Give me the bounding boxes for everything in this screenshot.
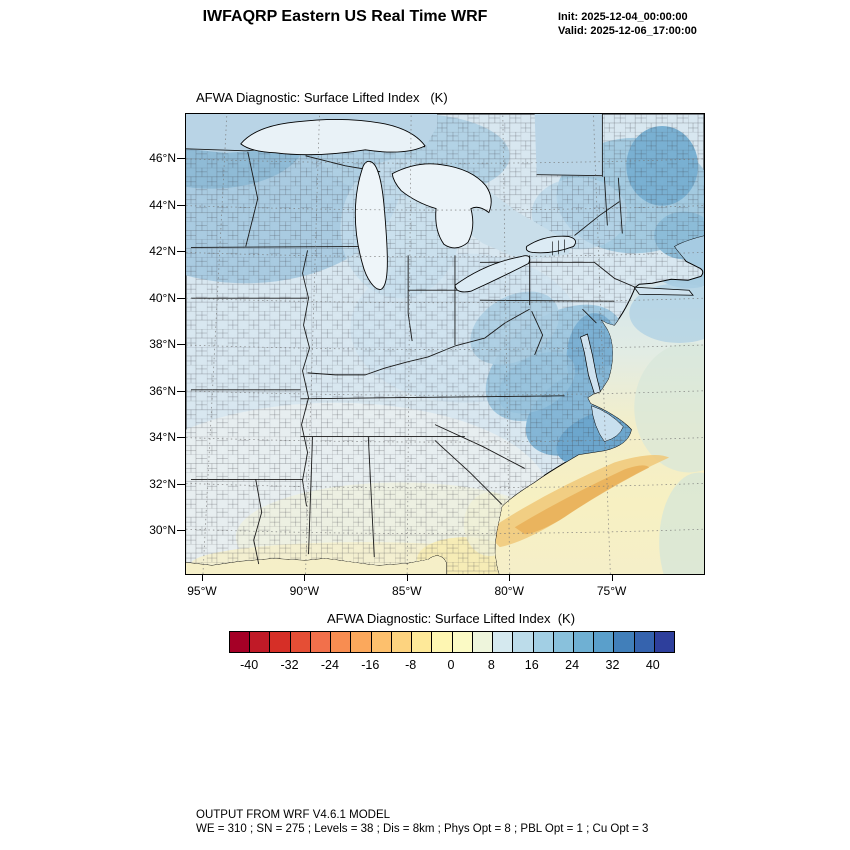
run-info: Init: 2025-12-04_00:00:00 Valid: 2025-12… [558, 10, 728, 38]
lat-tick-mark [177, 251, 185, 252]
colorbar-cell [249, 632, 270, 652]
colorbar-cell [593, 632, 614, 652]
lat-tick-mark [177, 483, 185, 485]
colorbar-cell [492, 632, 513, 652]
colorbar-cell [330, 632, 351, 652]
great-lakes [240, 118, 624, 442]
lat-tick-label: 38°N [149, 337, 176, 351]
colorbar-tick-label: -24 [320, 658, 339, 672]
lon-tick-label: 75°W [596, 584, 627, 598]
colorbar-tick-label: -32 [280, 658, 299, 672]
finger-lakes [552, 239, 565, 256]
lat-tick-mark [177, 344, 185, 345]
colorbar-title: AFWA Diagnostic: Surface Lifted Index (K… [326, 611, 576, 626]
lon-tick-mark [509, 575, 511, 581]
lon-tick-mark [611, 575, 613, 581]
colorbar-cell [370, 632, 391, 652]
plot-title: AFWA Diagnostic: Surface Lifted Index (K… [196, 90, 448, 105]
pamlico-sound [591, 405, 624, 442]
colorbar-cell [451, 632, 472, 652]
lon-tick-label: 80°W [494, 584, 524, 598]
lat-tick-label: 42°N [149, 244, 176, 258]
lon-tick-mark [406, 575, 408, 581]
footer-line2: WE = 310 ; SN = 275 ; Levels = 38 ; Dis … [196, 823, 649, 835]
colorbar-tick-label: -8 [405, 658, 417, 672]
lat-tick-label: 36°N [149, 383, 176, 398]
colorbar-cell [572, 632, 594, 652]
colorbar-cell [471, 632, 493, 652]
map-svg [186, 114, 704, 574]
graticule [186, 114, 704, 574]
colorbar-tick-label: -40 [240, 658, 259, 672]
valid-time: Valid: 2025-12-06_17:00:00 [558, 25, 697, 37]
colorbar-tick-label: 32 [605, 658, 620, 672]
colorbar-cell [633, 632, 654, 652]
land-layer [186, 114, 704, 574]
colorbar-cell [411, 632, 432, 652]
footer: OUTPUT FROM WRF V4.6.1 MODEL WE = 310 ; … [196, 808, 648, 836]
colorbar-cell [350, 632, 371, 652]
colorbar-tick-label: 40 [645, 658, 660, 672]
lon-tick-mark [304, 575, 306, 581]
colorbar-cell [653, 632, 675, 652]
chesapeake-bay [580, 333, 601, 395]
colorbar-cell [309, 632, 331, 652]
colorbar-cell [269, 632, 290, 652]
colorbar-cell [552, 632, 573, 652]
colorbar-tick-labels: -40 -32 -24 -16 -8 0 8 16 24 32 40 [229, 658, 673, 674]
lat-tick-label: 46°N [149, 151, 176, 165]
long-island [633, 286, 694, 296]
warm-offshore-core [514, 465, 650, 535]
lon-tick-label: 90°W [289, 584, 320, 598]
colorbar [229, 631, 675, 653]
lat-tick-label: 34°N [149, 430, 176, 444]
colorbar-tick-label: 0 [447, 658, 455, 672]
colorbar-cell [289, 632, 310, 652]
colorbar-cell [613, 632, 634, 652]
lat-tick-label: 30°N [149, 523, 176, 537]
colorbar-cell [431, 632, 452, 652]
lon-tick-label: 85°W [392, 584, 422, 598]
page-title: IWFAQRP Eastern US Real Time WRF [202, 8, 488, 25]
lat-tick-mark [177, 437, 185, 438]
colorbar-cell [532, 632, 553, 652]
lat-tick-mark [177, 297, 185, 299]
lat-tick-label: 44°N [149, 197, 176, 212]
colorbar-tick-label: -16 [361, 658, 380, 672]
lat-tick-mark [177, 204, 185, 206]
lat-tick-mark [177, 158, 185, 159]
colorbar-tick-label: 16 [524, 658, 539, 672]
lat-tick-mark [177, 530, 185, 531]
lat-tick-label: 40°N [149, 290, 176, 305]
lat-tick-label: 32°N [149, 476, 176, 491]
lat-tick-mark [177, 390, 185, 392]
colorbar-tick-label: 8 [487, 658, 495, 672]
map-canvas [185, 113, 705, 575]
colorbar-cell [512, 632, 533, 652]
footer-line1: OUTPUT FROM WRF V4.6.1 MODEL [196, 809, 391, 821]
colorbar-cell [230, 632, 250, 652]
init-time: Init: 2025-12-04_00:00:00 [558, 11, 688, 23]
lon-tick-mark [202, 575, 203, 581]
colorbar-tick-label: 24 [565, 658, 580, 672]
colorbar-cell [390, 632, 412, 652]
lon-tick-label: 95°W [187, 584, 217, 598]
